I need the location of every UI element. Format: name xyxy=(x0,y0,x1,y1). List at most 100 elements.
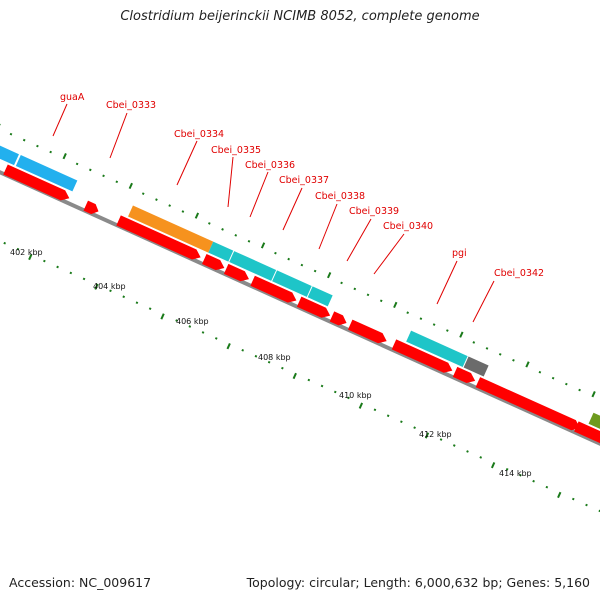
gene-leader-line xyxy=(282,187,303,231)
tick-inner xyxy=(400,420,403,424)
tick-inner xyxy=(386,414,390,418)
gene-leader-line xyxy=(436,260,458,305)
tick-inner xyxy=(226,343,231,350)
tick-outer xyxy=(260,242,266,249)
cds-arrow-1 xyxy=(83,200,99,215)
tick-outer xyxy=(115,180,119,184)
tick-inner xyxy=(466,450,469,453)
tick-outer xyxy=(62,153,67,160)
tick-inner xyxy=(122,295,126,299)
tick-outer xyxy=(551,376,555,380)
tick-outer xyxy=(128,182,133,190)
cog-feature-9 xyxy=(588,412,600,441)
tick-outer xyxy=(565,382,568,386)
gene-label: Cbei_0342 xyxy=(494,268,544,279)
tick-inner xyxy=(490,462,496,469)
tick-inner xyxy=(532,479,535,483)
tick-outer xyxy=(472,341,476,344)
gene-leader-line xyxy=(109,112,128,159)
cds-arrow-11 xyxy=(475,377,581,431)
gene-leader-line xyxy=(472,280,495,323)
kbp-label: 414 kbp xyxy=(499,469,532,478)
cog-feature-8 xyxy=(463,356,489,377)
tick-inner xyxy=(28,253,33,261)
tick-outer xyxy=(591,391,596,398)
cog-feature-1 xyxy=(15,155,78,192)
tick-inner xyxy=(281,366,284,370)
tick-outer xyxy=(393,301,398,309)
tick-outer xyxy=(459,331,464,338)
gene-label: Cbei_0339 xyxy=(349,206,399,217)
tick-inner xyxy=(452,444,456,447)
tick-inner xyxy=(571,497,575,501)
gene-label: Cbei_0337 xyxy=(279,175,329,186)
gene-label: Cbei_0334 xyxy=(174,129,224,140)
tick-inner xyxy=(333,390,337,394)
tick-outer xyxy=(49,150,52,154)
tick-inner xyxy=(16,247,20,251)
cds-arrow-5 xyxy=(250,275,297,303)
tick-inner xyxy=(43,259,46,263)
cog-feature-4 xyxy=(229,251,277,281)
cds-arrow-3 xyxy=(202,253,225,271)
gene-label: guaA xyxy=(60,92,85,103)
tick-outer xyxy=(512,358,515,362)
tick-outer xyxy=(340,281,343,285)
gene-label: Cbei_0338 xyxy=(315,191,365,202)
cds-arrow-6 xyxy=(296,296,331,318)
tick-inner xyxy=(241,348,245,352)
tick-outer xyxy=(9,132,13,136)
tick-inner xyxy=(267,360,271,364)
gene-label: Cbei_0340 xyxy=(383,221,433,232)
tick-outer xyxy=(432,323,436,326)
cds-arrow-4 xyxy=(223,263,249,282)
tick-outer xyxy=(221,228,224,231)
tick-outer xyxy=(234,234,238,237)
tick-inner xyxy=(307,378,311,382)
tick-inner xyxy=(347,396,350,400)
tick-inner xyxy=(188,325,192,328)
cog-feature-7 xyxy=(406,330,468,368)
cog-feature-5 xyxy=(272,270,312,297)
tick-outer xyxy=(168,204,171,207)
tick-outer xyxy=(208,222,211,225)
tick-inner xyxy=(358,402,364,409)
tick-inner xyxy=(424,432,430,439)
tick-inner xyxy=(3,241,7,245)
map-title: Clostridium beijerinckii NCIMB 8052, com… xyxy=(120,9,480,24)
cds-arrow-2 xyxy=(116,215,201,260)
tick-inner xyxy=(479,456,483,459)
tick-outer xyxy=(313,269,317,273)
gene-leader-line xyxy=(227,156,234,208)
tick-inner xyxy=(94,283,99,290)
tick-outer xyxy=(379,299,383,303)
tick-inner xyxy=(439,438,443,441)
tick-outer xyxy=(538,370,542,374)
tick-outer xyxy=(75,162,79,166)
tick-inner xyxy=(254,354,258,358)
kbp-label: 410 kbp xyxy=(339,391,372,400)
cog-feature-0 xyxy=(0,145,19,166)
gene-leader-line xyxy=(373,233,405,275)
cds-arrow-9 xyxy=(391,339,453,373)
cds-arrow-10 xyxy=(452,366,476,384)
gene-label: Cbei_0336 xyxy=(245,160,295,171)
cog-feature-3 xyxy=(208,241,234,262)
tick-inner xyxy=(69,271,73,275)
tick-inner xyxy=(82,277,86,281)
cds-arrow-12 xyxy=(574,421,600,445)
tick-outer xyxy=(406,311,409,315)
tick-outer xyxy=(247,239,251,243)
tick-inner xyxy=(56,265,59,269)
tick-outer xyxy=(287,257,290,261)
tick-outer xyxy=(102,174,105,178)
accession-text: Accession: NC_009617 xyxy=(9,575,152,590)
gene-label: pgi xyxy=(452,248,467,259)
kbp-label: 406 kbp xyxy=(176,317,209,326)
tick-outer xyxy=(22,138,26,142)
gene-label: Cbei_0333 xyxy=(106,100,156,111)
tick-inner xyxy=(585,503,588,507)
tick-inner xyxy=(201,331,205,334)
tick-inner xyxy=(373,408,377,412)
